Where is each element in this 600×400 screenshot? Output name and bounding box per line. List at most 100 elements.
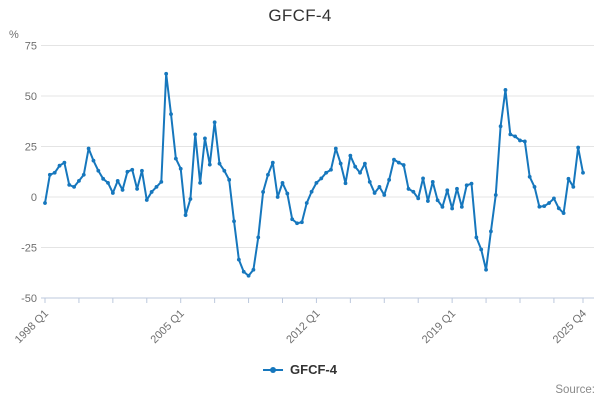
data-point[interactable] [537,204,542,209]
data-point[interactable] [222,168,227,173]
data-point[interactable] [275,195,280,199]
data-point[interactable] [518,138,522,143]
data-point[interactable] [178,166,183,171]
data-point[interactable] [459,205,464,209]
data-point[interactable] [188,197,193,201]
data-point[interactable] [319,176,324,181]
data-point[interactable] [479,247,484,252]
data-point[interactable] [338,161,343,166]
data-point[interactable] [576,145,581,150]
data-point[interactable] [532,185,537,189]
data-point[interactable] [314,180,319,185]
data-point[interactable] [270,160,275,165]
data-point[interactable] [411,189,416,194]
data-point[interactable] [43,201,47,205]
legend-item[interactable]: GFCF-4 [263,362,337,377]
data-point[interactable] [382,193,387,197]
data-point[interactable] [125,169,130,174]
data-point[interactable] [426,199,430,203]
data-point[interactable] [62,160,67,165]
data-point[interactable] [256,235,261,240]
data-point[interactable] [52,170,57,175]
data-point[interactable] [392,157,396,162]
data-point[interactable] [91,158,96,163]
data-point[interactable] [571,185,576,189]
data-point[interactable] [149,190,154,194]
data-point[interactable] [508,132,513,137]
data-point[interactable] [159,179,164,184]
data-point[interactable] [227,177,232,182]
data-point[interactable] [106,180,110,185]
data-point[interactable] [387,177,392,182]
data-point[interactable] [47,172,52,177]
data-point[interactable] [498,124,503,129]
data-point[interactable] [464,183,469,188]
data-point[interactable] [343,181,348,186]
data-point[interactable] [401,163,406,167]
data-point[interactable] [110,191,115,195]
data-point[interactable] [212,120,217,125]
data-point[interactable] [183,213,188,218]
data-point[interactable] [503,88,508,92]
data-point[interactable] [67,182,72,187]
data-point[interactable] [581,170,585,175]
data-point[interactable] [130,167,135,172]
data-point[interactable] [445,188,450,193]
data-point[interactable] [566,176,571,181]
data-point[interactable] [246,273,251,278]
data-point[interactable] [285,191,290,196]
data-point[interactable] [542,204,547,208]
data-point[interactable] [217,161,222,166]
data-point[interactable] [236,257,241,262]
data-point[interactable] [135,187,139,191]
data-point[interactable] [484,267,488,272]
data-point[interactable] [421,176,425,181]
data-point[interactable] [561,211,566,216]
data-point[interactable] [57,163,62,168]
data-point[interactable] [324,170,329,175]
data-point[interactable] [295,221,299,226]
data-point[interactable] [266,172,270,177]
data-point[interactable] [396,160,401,165]
data-point[interactable] [416,196,421,201]
data-point[interactable] [173,156,178,161]
data-point[interactable] [207,162,212,167]
data-point[interactable] [556,206,561,211]
data-point[interactable] [72,185,76,189]
data-point[interactable] [367,179,372,184]
data-point[interactable] [164,71,169,76]
data-point[interactable] [522,139,527,144]
data-point[interactable] [115,178,120,183]
data-point[interactable] [547,201,551,205]
data-point[interactable] [86,146,91,151]
data-point[interactable] [358,170,362,175]
data-point[interactable] [353,164,358,169]
data-point[interactable] [469,181,474,186]
data-point[interactable] [406,187,411,191]
data-point[interactable] [144,198,149,202]
data-point[interactable] [280,180,285,185]
data-point[interactable] [299,220,304,225]
data-point[interactable] [329,167,333,172]
data-point[interactable] [203,136,207,141]
data-point[interactable] [450,206,455,211]
data-point[interactable] [251,267,256,272]
data-point[interactable] [198,180,203,185]
data-point[interactable] [304,201,309,205]
data-point[interactable] [309,189,314,194]
data-point[interactable] [435,198,440,203]
data-point[interactable] [362,161,367,166]
data-point[interactable] [261,190,266,194]
data-point[interactable] [154,185,159,189]
data-point[interactable] [101,176,106,181]
data-point[interactable] [140,168,144,173]
data-point[interactable] [474,235,479,240]
data-point[interactable] [430,179,435,184]
data-point[interactable] [120,188,125,192]
data-point[interactable] [513,134,518,139]
data-point[interactable] [290,217,295,222]
data-point[interactable] [333,146,338,151]
data-point[interactable] [493,193,498,197]
data-point[interactable] [241,269,246,274]
data-point[interactable] [96,168,101,173]
